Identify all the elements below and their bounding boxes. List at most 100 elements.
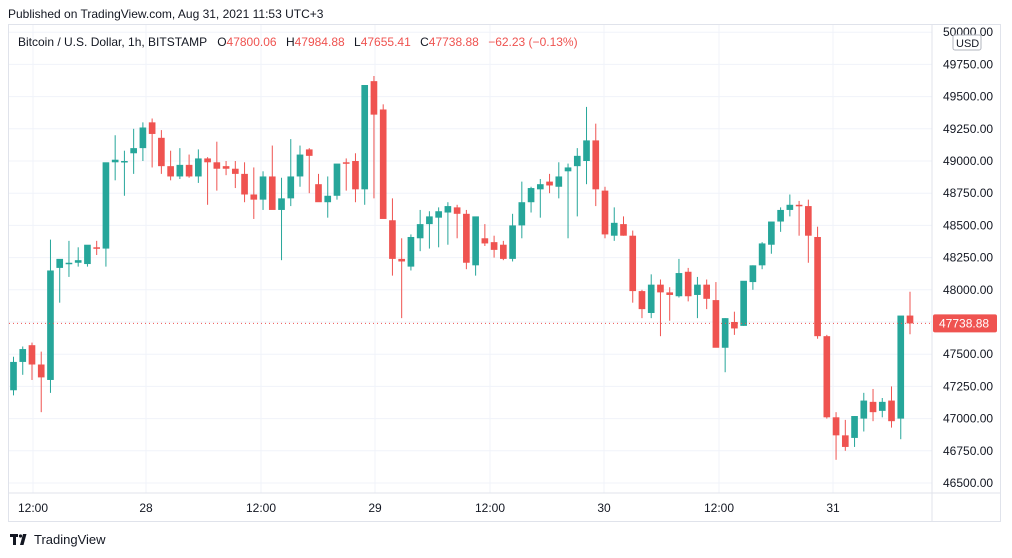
candle-body	[148, 122, 156, 134]
chart-frame[interactable]	[8, 24, 1001, 522]
candle-body	[583, 140, 590, 161]
candle-body	[213, 162, 221, 169]
candle-body	[638, 291, 646, 310]
candle-body	[805, 206, 812, 236]
candle-body	[444, 206, 452, 213]
candle-body	[906, 315, 914, 324]
candle-body	[592, 140, 600, 190]
open-label: O	[217, 35, 227, 49]
ohlc-legend: Bitcoin / U.S. Dollar, 1h, BITSTAMP O478…	[18, 35, 584, 49]
candle-body	[241, 173, 248, 195]
candle-body	[10, 361, 17, 391]
candle-body	[426, 216, 433, 225]
y-tick-label: 49000.00	[943, 154, 993, 168]
candle-body	[416, 224, 424, 239]
candle-body	[453, 207, 461, 214]
candle-body	[47, 270, 54, 380]
candle-body	[176, 164, 184, 177]
candle-body	[564, 167, 572, 172]
candle-body	[74, 260, 82, 263]
candle-body	[315, 184, 322, 203]
high-value: 47984.88	[294, 35, 345, 49]
candle-body	[93, 247, 101, 249]
low-label: L	[354, 35, 361, 49]
candle-body	[731, 322, 738, 329]
candle-body	[555, 176, 563, 187]
candle-body	[204, 158, 211, 163]
candle-body	[546, 181, 553, 186]
low-value: 47655.41	[360, 35, 411, 49]
candle-body	[222, 166, 230, 169]
candle-body	[370, 81, 378, 115]
candle-body	[758, 243, 766, 266]
candle-body	[287, 176, 295, 199]
candle-body	[536, 184, 544, 190]
y-tick-label: 47500.00	[943, 347, 993, 361]
candle-body	[509, 225, 516, 259]
candle-body	[398, 258, 406, 262]
currency-box	[952, 34, 982, 51]
last-price-label: 47738.88	[939, 316, 989, 330]
last-price-badge	[933, 314, 997, 333]
candle-body	[768, 221, 775, 245]
candle-body	[500, 244, 507, 259]
candle-body	[65, 262, 73, 265]
candle-body	[231, 168, 239, 174]
candle-body	[342, 162, 350, 164]
candle-body	[823, 336, 831, 418]
candle-body	[878, 401, 886, 411]
candle-body	[629, 235, 637, 292]
y-tick-label: 48250.00	[943, 251, 993, 265]
candle-body	[888, 400, 895, 422]
candle-body	[37, 364, 45, 378]
y-tick-label: 47000.00	[943, 412, 993, 426]
candle-body	[740, 280, 747, 326]
candle-body	[841, 435, 849, 447]
candle-body	[250, 194, 258, 200]
candle-body	[379, 109, 387, 219]
candle-body	[268, 176, 276, 210]
candle-body	[721, 318, 729, 348]
candle-body	[130, 148, 137, 154]
candle-body	[158, 137, 165, 167]
candle-body	[869, 401, 877, 413]
x-tick-label: 30	[597, 501, 611, 515]
candle-body	[352, 161, 359, 190]
y-tick-label: 46750.00	[943, 444, 993, 458]
candle-body	[195, 158, 202, 177]
candle-body	[620, 224, 627, 236]
candle-body	[296, 154, 304, 177]
candle-body	[666, 292, 674, 295]
published-header: Published on TradingView.com, Aug 31, 20…	[8, 7, 324, 21]
candle-body	[694, 284, 701, 295]
candle-body	[121, 161, 128, 163]
x-tick-label: 12:00	[475, 501, 505, 515]
y-tick-label: 48000.00	[943, 283, 993, 297]
symbol-label: Bitcoin / U.S. Dollar, 1h, BITSTAMP	[18, 35, 208, 49]
candle-body	[527, 188, 535, 203]
candle-body	[324, 195, 332, 203]
candle-body	[712, 300, 720, 348]
candle-body	[814, 236, 821, 337]
candle-body	[601, 190, 609, 235]
candle-body	[749, 265, 757, 283]
candle-body	[435, 211, 442, 218]
y-tick-label: 49500.00	[943, 90, 993, 104]
candle-body	[703, 284, 710, 299]
candle-body	[897, 315, 905, 419]
x-tick-label: 12:00	[246, 501, 276, 515]
tradingview-logo-icon	[10, 533, 27, 545]
y-tick-label: 49750.00	[943, 57, 993, 71]
y-tick-label: 46500.00	[943, 476, 993, 490]
x-tick-label: 28	[139, 501, 153, 515]
candle-body	[472, 216, 479, 266]
open-value: 47800.06	[226, 35, 277, 49]
candle-body	[19, 349, 27, 362]
candle-body	[463, 213, 470, 263]
candle-body	[795, 204, 803, 207]
candle-body	[361, 85, 369, 190]
candle-body	[259, 176, 267, 200]
footer-brand[interactable]: TradingView	[10, 532, 106, 547]
candle-body	[657, 284, 664, 293]
